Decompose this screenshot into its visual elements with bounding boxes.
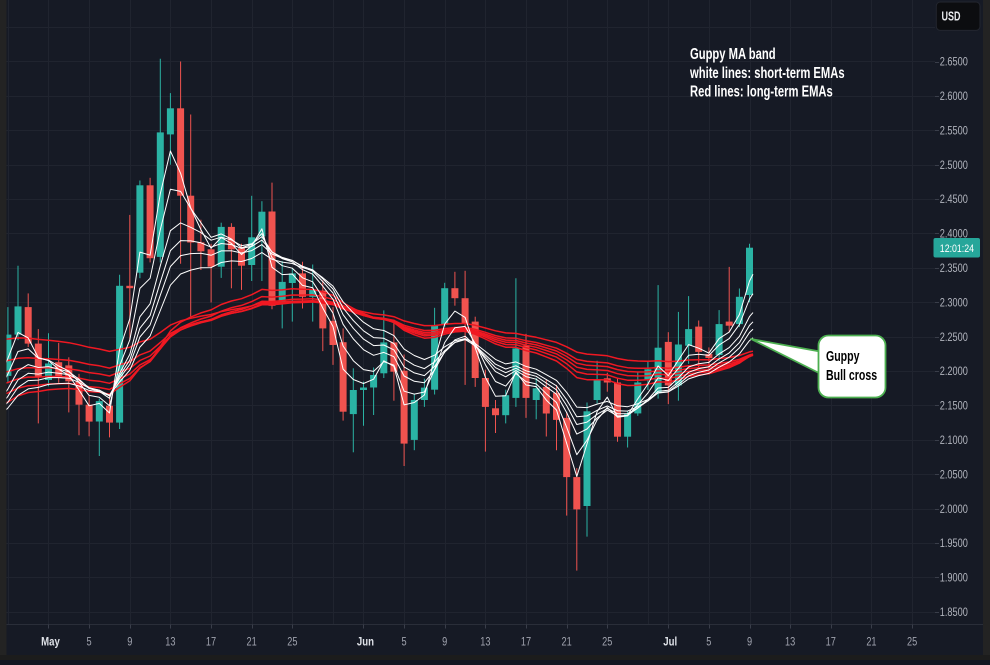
svg-text:25: 25 xyxy=(287,637,297,649)
svg-text:2.1500: 2.1500 xyxy=(940,401,968,413)
svg-text:13: 13 xyxy=(165,637,175,649)
svg-text:13: 13 xyxy=(480,637,490,649)
svg-text:May: May xyxy=(41,636,60,649)
svg-text:2.5000: 2.5000 xyxy=(940,160,968,172)
svg-text:17: 17 xyxy=(206,637,216,649)
svg-text:Bull cross: Bull cross xyxy=(826,368,877,384)
svg-text:25: 25 xyxy=(602,637,612,649)
svg-text:9: 9 xyxy=(442,637,447,649)
svg-text:2.0000: 2.0000 xyxy=(940,504,968,516)
svg-text:1.8500: 1.8500 xyxy=(940,607,968,619)
svg-text:2.4500: 2.4500 xyxy=(940,194,968,206)
svg-text:25: 25 xyxy=(907,637,917,649)
svg-text:white lines: short-term EMAs: white lines: short-term EMAs xyxy=(689,64,844,81)
svg-text:21: 21 xyxy=(562,637,572,649)
svg-text:17: 17 xyxy=(521,637,531,649)
svg-text:2.1000: 2.1000 xyxy=(940,435,968,447)
svg-text:5: 5 xyxy=(706,637,711,649)
svg-text:2.6000: 2.6000 xyxy=(940,91,968,103)
svg-text:5: 5 xyxy=(402,637,407,649)
svg-text:9: 9 xyxy=(127,637,132,649)
svg-text:5: 5 xyxy=(87,637,92,649)
svg-text:Guppy: Guppy xyxy=(826,348,859,364)
svg-text:9: 9 xyxy=(747,637,752,649)
svg-text:21: 21 xyxy=(247,637,257,649)
svg-text:USD: USD xyxy=(942,9,961,24)
svg-text:2.2000: 2.2000 xyxy=(940,366,968,378)
svg-text:Guppy MA band: Guppy MA band xyxy=(690,45,776,62)
svg-text:2.0500: 2.0500 xyxy=(940,470,968,482)
svg-text:21: 21 xyxy=(866,637,876,649)
svg-text:Jul: Jul xyxy=(663,636,677,649)
svg-text:Red lines: long-term EMAs: Red lines: long-term EMAs xyxy=(690,83,833,100)
svg-text:17: 17 xyxy=(826,637,836,649)
svg-text:2.3500: 2.3500 xyxy=(940,263,968,275)
svg-text:Jun: Jun xyxy=(357,636,374,649)
svg-text:2.4000: 2.4000 xyxy=(940,229,968,241)
svg-text:13: 13 xyxy=(785,637,795,649)
svg-text:2.5500: 2.5500 xyxy=(940,126,968,138)
svg-text:1.9500: 1.9500 xyxy=(940,538,968,550)
svg-text:2.6500: 2.6500 xyxy=(940,57,968,69)
svg-text:12:01:24: 12:01:24 xyxy=(940,243,975,255)
svg-text:2.3000: 2.3000 xyxy=(940,298,968,310)
svg-text:1.9000: 1.9000 xyxy=(940,573,968,585)
svg-text:2.2500: 2.2500 xyxy=(940,332,968,344)
